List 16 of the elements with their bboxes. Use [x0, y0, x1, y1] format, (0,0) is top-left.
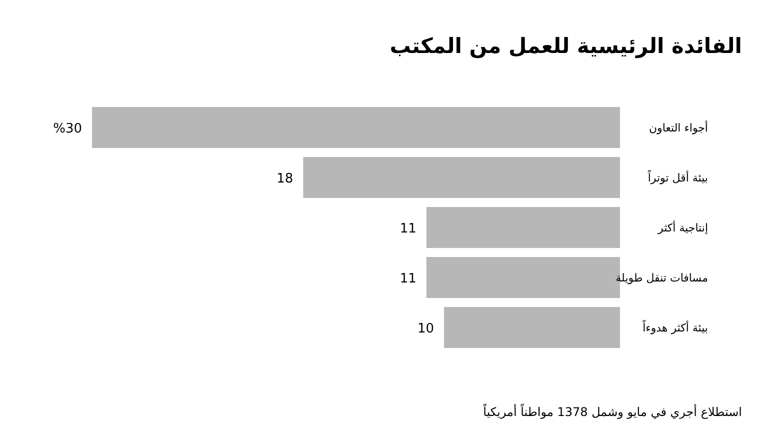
data-label: 18 [276, 172, 294, 186]
bar [426, 207, 620, 248]
data-label: %30 [53, 122, 82, 136]
data-label: 10 [417, 322, 434, 336]
bar [444, 307, 620, 348]
bar [303, 157, 620, 198]
text: استطلاع أجري في مايو وشمل 1378 مواطناً أمريكياً [482, 403, 742, 419]
y-tick-label: مسافات تنقل طويلة [616, 272, 708, 284]
chart-title: الفائدة الرئيسية للعمل من المكتب [390, 34, 742, 59]
y-tick-label: إنتاجية أكثر [657, 220, 708, 234]
bar [92, 107, 620, 148]
y-tick-label: بيئة أكثر هدوءاً [642, 319, 708, 334]
y-tick-label: بيئة أقل توتراً [648, 169, 708, 184]
data-label: 11 [400, 222, 416, 236]
y-tick-label: أجواء التعاون [648, 120, 708, 134]
data-label: 11 [400, 272, 416, 286]
